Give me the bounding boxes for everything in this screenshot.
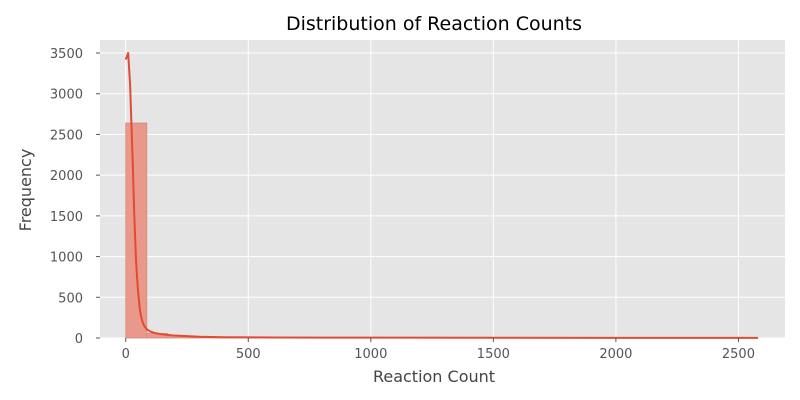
y-tick-label: 1500 [50, 210, 83, 225]
y-tick-label: 500 [58, 291, 83, 306]
y-axis-label: Frequency [16, 149, 35, 232]
y-tick-label: 0 [75, 332, 83, 347]
y-tick-label: 2500 [50, 128, 83, 143]
plot-background [100, 40, 785, 338]
grid-layer [100, 40, 785, 339]
y-tick-label: 2000 [50, 169, 83, 184]
x-tick-label: 2500 [722, 347, 755, 362]
y-tick-label: 1000 [50, 251, 83, 266]
chart-title: Distribution of Reaction Counts [286, 13, 582, 35]
x-tick-label: 1500 [477, 347, 510, 362]
y-tick-label: 3000 [50, 88, 83, 103]
x-tick-label: 500 [236, 347, 261, 362]
y-axis-ticks: 0 500 1000 1500 2000 2500 3000 3500 [50, 47, 100, 347]
x-tick-label: 0 [122, 347, 130, 362]
x-tick-label: 2000 [599, 347, 632, 362]
density-line [124, 52, 759, 339]
x-tick-label: 1000 [354, 347, 387, 362]
x-axis-ticks: 0 500 1000 1500 2000 2500 [122, 338, 755, 362]
histogram-bar [125, 122, 148, 339]
density-line-layer [124, 52, 759, 339]
y-tick-label: 3500 [50, 47, 83, 62]
x-axis-label: Reaction Count [373, 367, 495, 386]
